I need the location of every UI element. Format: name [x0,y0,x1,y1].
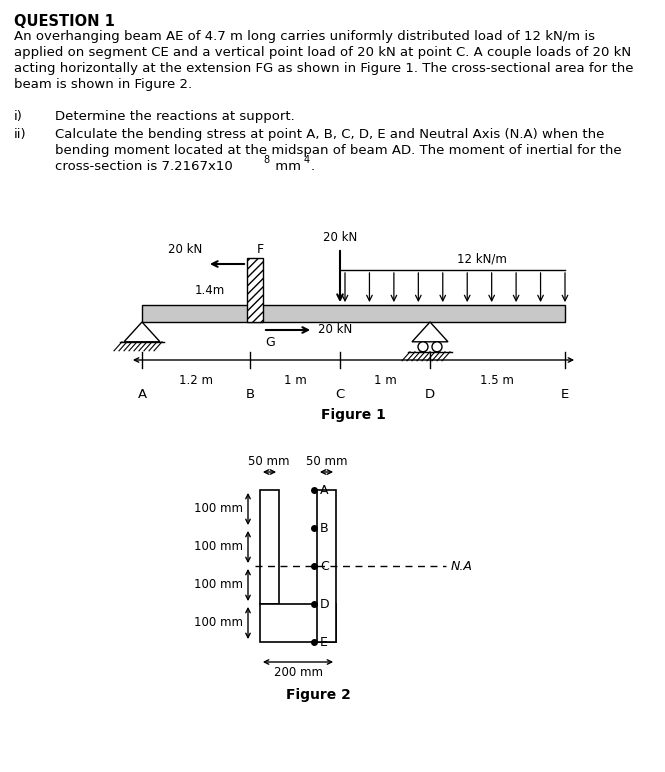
Text: Calculate the bending stress at point A, B, C, D, E and Neutral Axis (N.A) when : Calculate the bending stress at point A,… [55,128,604,141]
Text: 50 mm: 50 mm [307,455,348,468]
Text: G: G [265,336,275,349]
Text: C: C [335,388,344,401]
Polygon shape [124,322,160,342]
Text: mm: mm [271,160,301,173]
Text: 1 m: 1 m [374,374,396,387]
Text: 50 mm: 50 mm [248,455,290,468]
Text: Determine the reactions at support.: Determine the reactions at support. [55,110,295,123]
Circle shape [432,342,442,352]
Text: An overhanging beam AE of 4.7 m long carries uniformly distributed load of 12 kN: An overhanging beam AE of 4.7 m long car… [14,30,595,43]
Bar [247,258,263,322]
Text: 1.4m: 1.4m [195,283,225,296]
Bar [317,490,336,642]
Text: acting horizontally at the extension FG as shown in Figure 1. The cross-sectiona: acting horizontally at the extension FG … [14,62,634,75]
Text: Figure 1: Figure 1 [321,408,386,422]
Bar [142,305,565,322]
Text: 20 kN: 20 kN [318,323,352,336]
Text: B: B [320,522,329,534]
Circle shape [418,342,428,352]
Text: beam is shown in Figure 2.: beam is shown in Figure 2. [14,78,192,91]
Text: C: C [320,560,329,573]
Text: Figure 2: Figure 2 [285,688,350,702]
Text: cross-section is 7.2167x10: cross-section is 7.2167x10 [55,160,233,173]
Text: D: D [320,598,330,611]
Bar [260,604,336,642]
Text: A: A [138,388,146,401]
Text: 1.5 m: 1.5 m [480,374,514,387]
Text: N.A: N.A [451,560,473,573]
Text: 200 mm: 200 mm [273,666,323,679]
Text: QUESTION 1: QUESTION 1 [14,14,115,29]
Text: applied on segment CE and a vertical point load of 20 kN at point C. A couple lo: applied on segment CE and a vertical poi… [14,46,631,59]
Text: i): i) [14,110,23,123]
Polygon shape [412,322,448,342]
Text: 20 kN: 20 kN [168,243,202,256]
Text: 20 kN: 20 kN [323,231,357,244]
Text: ii): ii) [14,128,27,141]
Text: 8: 8 [263,155,269,165]
Bar [260,490,279,604]
Text: 12 kN/m: 12 kN/m [457,252,507,265]
Text: .: . [311,160,315,173]
Text: E: E [320,635,328,648]
Text: 100 mm: 100 mm [194,503,243,516]
Text: E: E [561,388,569,401]
Text: bending moment located at the midspan of beam AD. The moment of inertial for the: bending moment located at the midspan of… [55,144,622,157]
Text: 1.2 m: 1.2 m [179,374,213,387]
Text: 100 mm: 100 mm [194,540,243,554]
Text: 100 mm: 100 mm [194,617,243,629]
Text: 1 m: 1 m [284,374,307,387]
Text: D: D [425,388,435,401]
Text: 100 mm: 100 mm [194,578,243,591]
Text: B: B [245,388,255,401]
Text: F: F [257,243,264,256]
Text: 4: 4 [304,155,310,165]
Text: A: A [320,483,329,496]
